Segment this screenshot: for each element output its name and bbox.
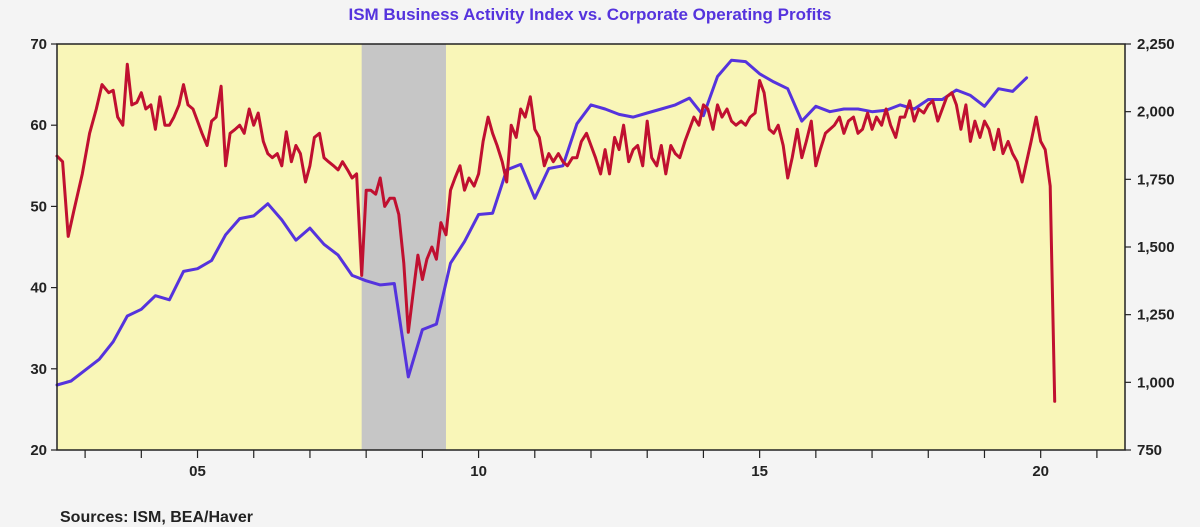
series-layer: [55, 58, 1057, 403]
left-tick-label: 30: [30, 361, 47, 378]
right-tick-label: 1,500: [1137, 239, 1175, 256]
ism-business-activity-line: [55, 62, 1057, 403]
right-tick-label: 2,250: [1137, 36, 1175, 53]
source-note: Sources: ISM, BEA/Haver: [60, 509, 253, 526]
left-axis: 20 30 40 50 60 70: [30, 36, 57, 459]
x-tick-label: 20: [1032, 463, 1049, 480]
left-tick-label: 60: [30, 117, 47, 134]
left-tick-label: 50: [30, 198, 47, 215]
left-tick-label: 40: [30, 280, 47, 297]
x-tick-label: 15: [751, 463, 768, 480]
x-tick-label: 10: [470, 463, 487, 480]
right-tick-label: 1,250: [1137, 307, 1175, 324]
right-tick-label: 750: [1137, 442, 1162, 459]
right-tick-label: 2,000: [1137, 104, 1175, 121]
corporate-operating-profits-line: [55, 58, 1029, 387]
left-tick-label: 20: [30, 442, 47, 459]
plot-background: [57, 44, 1125, 450]
chart-title: ISM Business Activity Index vs. Corporat…: [348, 5, 831, 24]
right-tick-label: 1,750: [1137, 171, 1175, 188]
left-tick-label: 70: [30, 36, 47, 53]
x-tick-label: 05: [189, 463, 206, 480]
x-axis: 05 10 15 20: [84, 450, 1098, 480]
right-tick-label: 1,000: [1137, 374, 1175, 391]
right-axis: 750 1,000 1,250 1,500 1,750 2,000 2,250: [1125, 36, 1175, 459]
plot-frame: [56, 43, 1126, 451]
